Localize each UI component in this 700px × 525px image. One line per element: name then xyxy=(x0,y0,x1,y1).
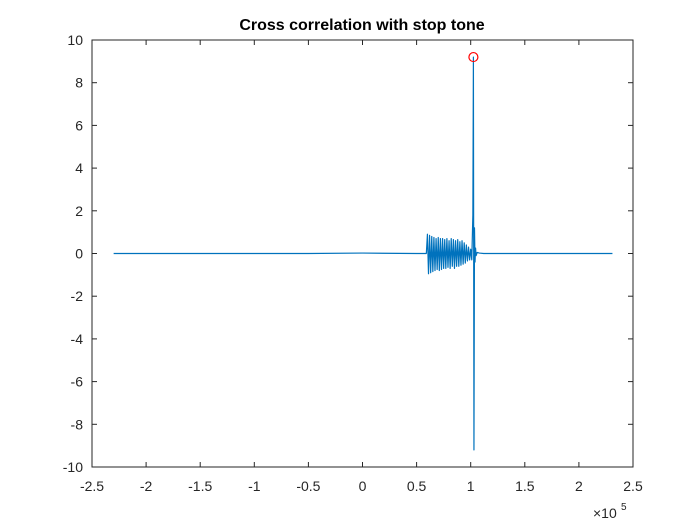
x-tick-label: -2.5 xyxy=(80,478,104,494)
x-tick-label: -1 xyxy=(248,478,261,494)
y-tick-label: -4 xyxy=(71,331,84,347)
x-tick-label: 0 xyxy=(359,478,367,494)
exponent-base: ×10 xyxy=(593,505,617,521)
x-tick-label: -0.5 xyxy=(296,478,320,494)
marker-layer xyxy=(468,51,479,63)
y-tick-label: 6 xyxy=(75,117,83,133)
y-tick-label: 10 xyxy=(67,32,83,48)
chart-title: Cross correlation with stop tone xyxy=(239,17,484,34)
x-tick-label: 0.5 xyxy=(407,478,427,494)
y-tick-label: -6 xyxy=(71,374,84,390)
x-axis: -2.5 -2 -1.5 -1 -0.5 0 0.5 1 1.5 2 2.5 xyxy=(80,40,643,494)
y-tick-label: 0 xyxy=(75,246,83,262)
series-layer xyxy=(113,56,613,451)
y-tick-label: 8 xyxy=(75,75,83,91)
x-tick-label: 2.5 xyxy=(623,478,643,494)
y-axis: -10 -8 -6 -4 -2 0 2 4 6 8 10 xyxy=(63,32,633,475)
y-tick-label: -8 xyxy=(71,416,84,432)
y-tick-label: 2 xyxy=(75,203,83,219)
x-tick-label: -2 xyxy=(140,478,153,494)
x-tick-label: -1.5 xyxy=(188,478,212,494)
x-tick-label: 1 xyxy=(467,478,475,494)
y-tick-label: -2 xyxy=(71,288,84,304)
peak-marker xyxy=(468,51,479,63)
exponent-power: 5 xyxy=(621,502,627,513)
y-tick-label: 4 xyxy=(75,160,83,176)
x-axis-exponent: ×10 5 xyxy=(593,502,627,521)
x-tick-label: 1.5 xyxy=(515,478,535,494)
y-tick-label: -10 xyxy=(63,459,83,475)
series-line xyxy=(113,56,613,451)
x-tick-label: 2 xyxy=(575,478,583,494)
